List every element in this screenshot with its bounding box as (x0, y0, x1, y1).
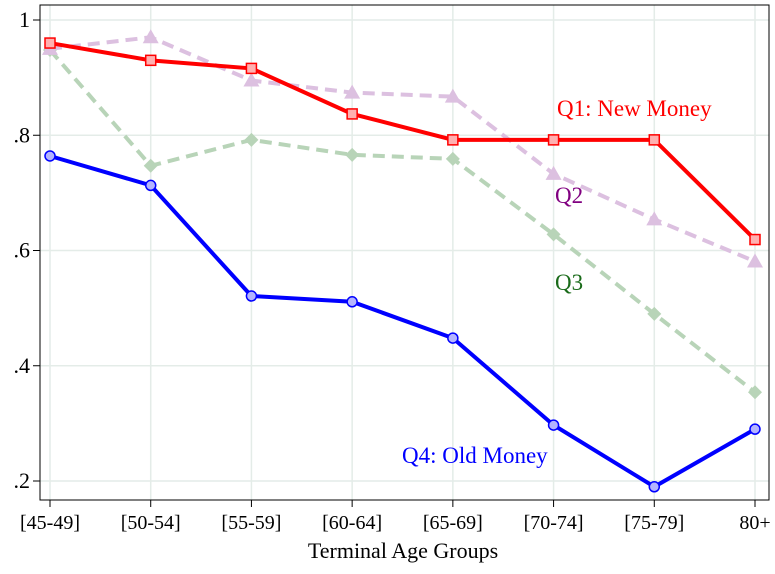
data-point-q1 (547, 134, 560, 146)
data-point-q4 (749, 423, 761, 435)
data-point-q1 (144, 54, 157, 67)
plot-frame (39, 4, 770, 501)
data-point-q3 (647, 306, 662, 321)
data-point-q1 (447, 134, 459, 146)
series-label-q4: Q4: Old Money (402, 443, 548, 468)
data-point-q2 (545, 165, 562, 180)
x-axis-title: Terminal Age Groups (308, 538, 498, 563)
series-label-q2: Q2 (555, 183, 583, 208)
data-point-q1 (346, 108, 358, 120)
y-tick-label: 1 (19, 7, 30, 32)
series-line-q3 (48, 48, 757, 394)
data-point-q3 (345, 147, 360, 162)
data-point-q3 (244, 132, 259, 147)
series-line-q2 (49, 35, 756, 264)
data-point-q1 (648, 134, 661, 146)
data-point-q2 (142, 29, 159, 44)
series-line-q1 (49, 41, 757, 241)
x-tick-label: [50-54] (121, 512, 181, 534)
x-tick-label: [45-49] (20, 512, 80, 534)
data-point-q4 (648, 481, 661, 493)
y-tick-label: .4 (14, 353, 31, 378)
axes: .2 .4 .6 .8 1 [45-49] [50-54] [55-59] [60-64] [65… (14, 7, 771, 534)
data-point-q3 (143, 158, 158, 173)
data-point-q4 (346, 296, 358, 308)
data-point-q2 (444, 88, 461, 103)
data-point-q4 (547, 419, 560, 431)
data-point-q3 (445, 151, 460, 166)
data-point-q2 (243, 72, 260, 87)
series-label-q3: Q3 (555, 270, 583, 295)
series-labels: Q1: New Money Q2 Q3 Q4: Old Money (402, 96, 712, 468)
x-tick-label: [75-79] (624, 512, 684, 534)
data-point-q1 (44, 37, 56, 49)
y-tick-label: .6 (14, 238, 31, 263)
data-point-q2 (646, 211, 663, 226)
data-point-q4 (245, 290, 258, 302)
data-point-q4 (44, 150, 56, 162)
x-tick-label: [55-59] (221, 512, 281, 534)
y-tick-label: .2 (14, 468, 31, 493)
data-point-q1 (245, 62, 258, 75)
data-point-q4 (447, 332, 459, 344)
series-group (42, 29, 763, 493)
x-tick-label: [70-74] (524, 512, 584, 534)
grid (40, 5, 769, 500)
data-point-q2 (344, 84, 361, 99)
series-label-q1: Q1: New Money (557, 96, 712, 121)
data-point-q3 (748, 385, 762, 400)
series-line-q4 (49, 154, 756, 490)
data-point-q4 (144, 179, 157, 192)
y-tick-label: .8 (14, 122, 31, 147)
data-point-q2 (747, 253, 763, 268)
x-tick-label: [60-64] (322, 512, 382, 534)
data-point-q3 (546, 227, 561, 242)
x-tick-label: 80+ (739, 512, 770, 534)
data-point-q1 (749, 233, 761, 246)
x-tick-label: [65-69] (423, 512, 483, 534)
